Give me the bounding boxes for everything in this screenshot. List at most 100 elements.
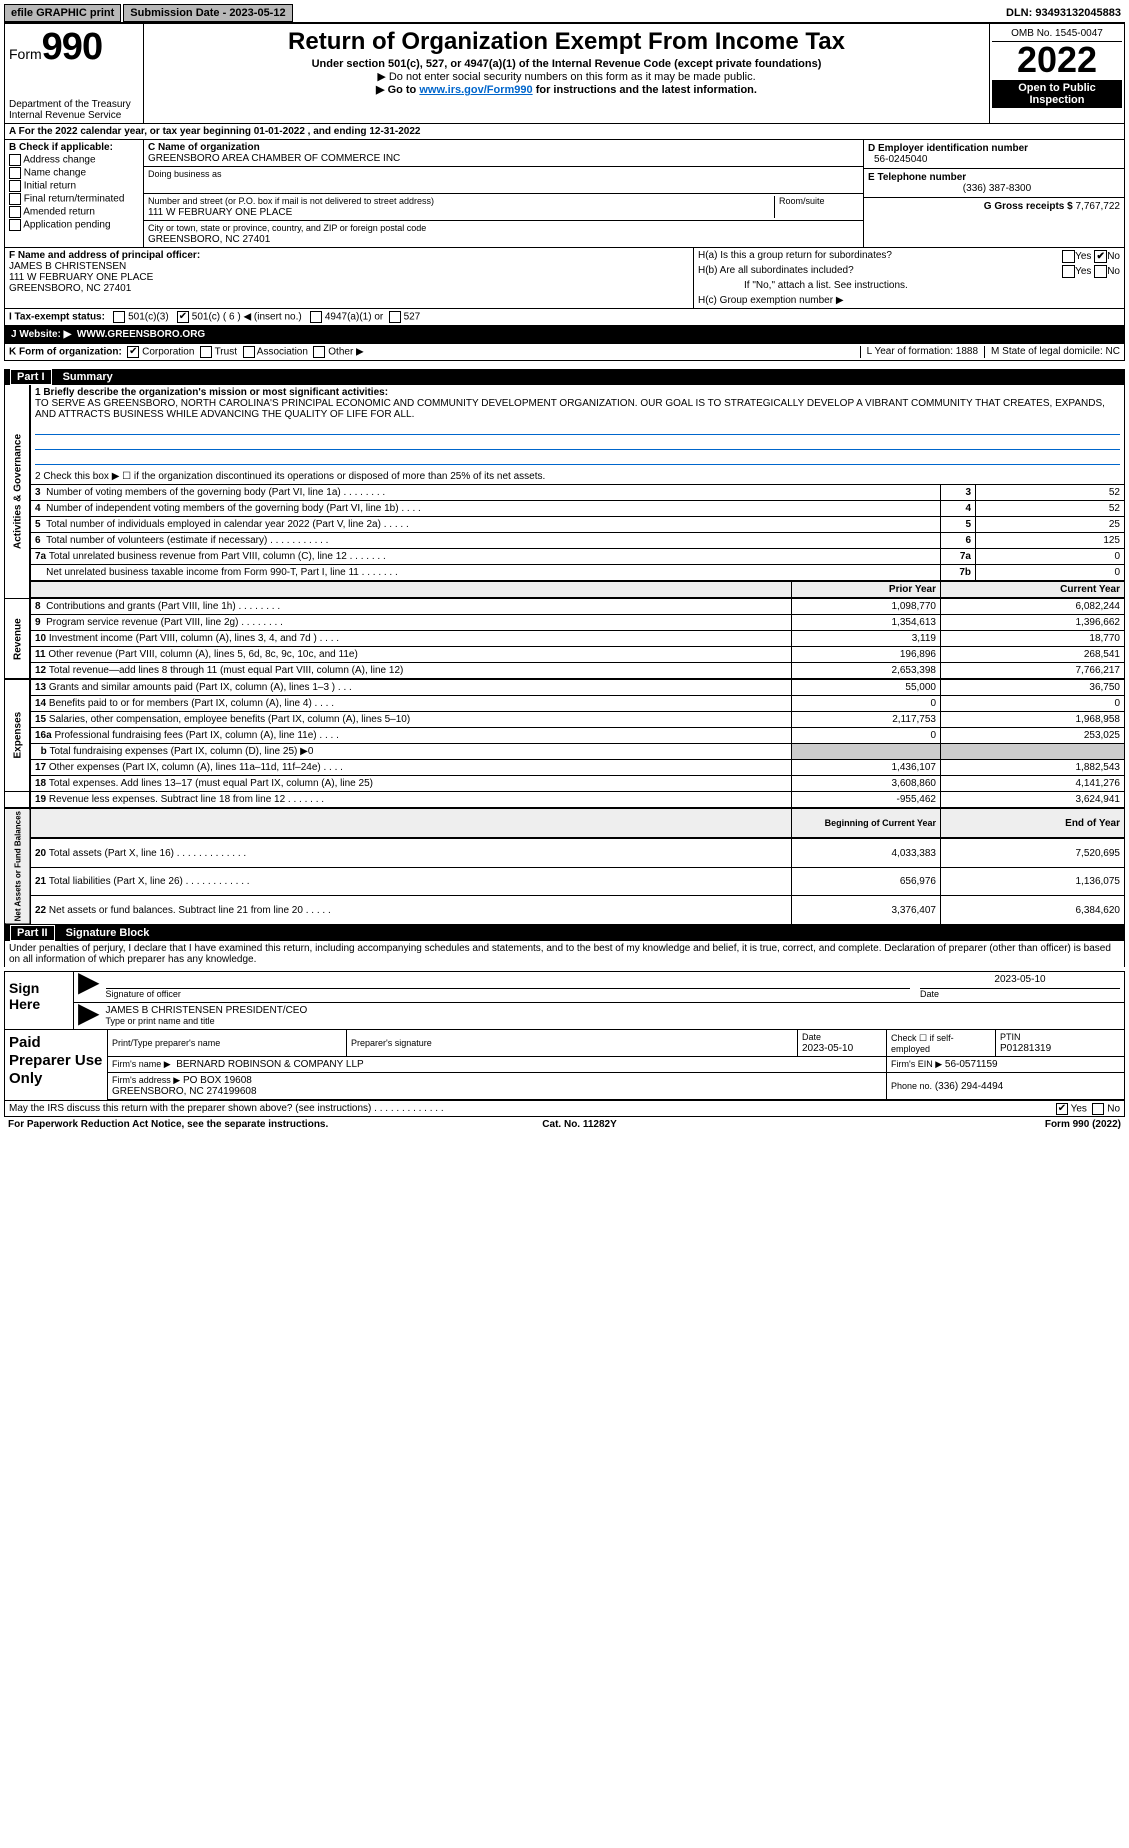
discuss-yesno[interactable]: Yes No	[1056, 1103, 1120, 1115]
gov-row-7b: Net unrelated business taxable income fr…	[5, 565, 1125, 582]
paid-preparer-label: Paid Preparer Use Only	[5, 1030, 108, 1100]
sig-officer-label: Signature of officer	[106, 989, 181, 999]
subtitle-1: Under section 501(c), 527, or 4947(a)(1)…	[150, 58, 983, 70]
dln-value: 93493132045883	[1035, 7, 1121, 19]
sig-date-label: Date	[920, 989, 939, 999]
tax-year: 2022	[992, 42, 1122, 78]
ein-label: D Employer identification number	[868, 143, 1028, 154]
street-address: 111 W FEBRUARY ONE PLACE	[148, 207, 292, 218]
h-b-note: If "No," attach a list. See instructions…	[694, 278, 1124, 293]
mission-text: TO SERVE AS GREENSBORO, NORTH CAROLINA'S…	[35, 398, 1105, 420]
cb-501c3[interactable]	[113, 311, 125, 323]
cb-4947[interactable]	[310, 311, 322, 323]
form-header: Form990 Department of the Treasury Inter…	[4, 24, 1125, 124]
phone-label: E Telephone number	[868, 172, 966, 183]
h-a-yesno[interactable]: Yes ✔No	[1062, 250, 1120, 263]
form-title-box: Return of Organization Exempt From Incom…	[144, 24, 989, 123]
firm-name-label: Firm's name ▶	[112, 1059, 171, 1069]
sign-here-label: Sign Here	[5, 972, 74, 1029]
cb-corp[interactable]	[127, 346, 139, 358]
gov-row-4: 4 Number of independent voting members o…	[5, 501, 1125, 517]
city-label: City or town, state or province, country…	[148, 223, 426, 233]
row-a-period: A For the 2022 calendar year, or tax yea…	[4, 124, 1125, 140]
firm-phone: (336) 294-4494	[935, 1081, 1003, 1092]
phone: (336) 387-8300	[868, 183, 1120, 194]
ptin-label: PTIN	[1000, 1032, 1021, 1042]
cb-501c[interactable]	[177, 311, 189, 323]
gov-row-5: 5 Total number of individuals employed i…	[5, 517, 1125, 533]
form-number: 990	[42, 26, 102, 68]
paperwork-notice: For Paperwork Reduction Act Notice, see …	[8, 1119, 328, 1130]
cb-other[interactable]	[313, 346, 325, 358]
officer-name: JAMES B CHRISTENSEN	[9, 261, 126, 272]
side-governance: Activities & Governance	[5, 385, 31, 598]
subtitle-3: ▶ Go to www.irs.gov/Form990 for instruct…	[150, 83, 983, 96]
firm-ein: 56-0571159	[945, 1059, 998, 1070]
gov-row-6: 6 Total number of volunteers (estimate i…	[5, 533, 1125, 549]
addr-label: Number and street (or P.O. box if mail i…	[148, 196, 434, 206]
h-a-label: H(a) Is this a group return for subordin…	[698, 250, 892, 261]
sub3-post: for instructions and the latest informat…	[533, 84, 757, 96]
page-footer: For Paperwork Reduction Act Notice, see …	[4, 1117, 1125, 1132]
side-expenses: Expenses	[5, 679, 31, 792]
discuss-text: May the IRS discuss this return with the…	[9, 1103, 444, 1114]
cb-name-change[interactable]: Name change	[9, 167, 139, 179]
form-number-box: Form990 Department of the Treasury Inter…	[5, 24, 144, 123]
website-url: WWW.GREENSBORO.ORG	[77, 329, 205, 340]
net-header-row: Net Assets or Fund Balances Beginning of…	[5, 808, 1125, 838]
form-label: Form	[9, 46, 42, 62]
cb-address-change[interactable]: Address change	[9, 154, 139, 166]
prep-date-label: Date	[802, 1032, 821, 1042]
box-b-label: B Check if applicable:	[9, 142, 139, 153]
part2-header: Part II Signature Block	[4, 925, 1125, 941]
subtitle-2: ▶ Do not enter social security numbers o…	[150, 70, 983, 83]
tax-status-row: I Tax-exempt status: 501(c)(3) 501(c) ( …	[4, 309, 1125, 326]
h-b-label: H(b) Are all subordinates included?	[698, 265, 854, 276]
officer-label: F Name and address of principal officer:	[9, 250, 200, 261]
cb-assoc[interactable]	[243, 346, 255, 358]
part1-table: Activities & Governance 1 Briefly descri…	[4, 385, 1125, 925]
sign-here-block: Sign Here ▶ Signature of officer 2023-05…	[4, 971, 1125, 1030]
open-to-public: Open to Public Inspection	[992, 80, 1122, 108]
year-box: OMB No. 1545-0047 2022 Open to Public In…	[989, 24, 1124, 123]
box-f: F Name and address of principal officer:…	[5, 248, 693, 308]
k-l-m-row: K Form of organization: Corporation Trus…	[4, 344, 1125, 361]
firm-ein-label: Firm's EIN ▶	[891, 1059, 942, 1069]
self-employed[interactable]: Check ☐ if self-employed	[887, 1030, 996, 1057]
dln: DLN: 93493132045883	[1002, 5, 1125, 21]
room-label: Room/suite	[779, 196, 825, 206]
org-name-label: C Name of organization	[148, 142, 260, 153]
h-b-yesno[interactable]: Yes No	[1062, 265, 1120, 278]
cb-trust[interactable]	[200, 346, 212, 358]
firm-name: BERNARD ROBINSON & COMPANY LLP	[176, 1059, 363, 1070]
part2-title: Signature Block	[66, 927, 150, 939]
mission-label: 1 Briefly describe the organization's mi…	[35, 387, 388, 398]
rev-header-row: Prior Year Current Year	[5, 581, 1125, 598]
officer-addr2: GREENSBORO, NC 27401	[9, 283, 131, 294]
l-year-formation: L Year of formation: 1888	[860, 346, 985, 358]
ptin: P01281319	[1000, 1043, 1051, 1054]
side-revenue: Revenue	[5, 598, 31, 679]
prep-name-label: Print/Type preparer's name	[112, 1038, 220, 1048]
prep-date: 2023-05-10	[802, 1043, 853, 1054]
part1-num: Part I	[10, 369, 52, 385]
sig-date: 2023-05-10	[920, 974, 1120, 989]
form-footer: Form 990 (2022)	[1045, 1119, 1121, 1130]
paid-preparer-block: Paid Preparer Use Only Print/Type prepar…	[4, 1030, 1125, 1101]
instructions-link[interactable]: www.irs.gov/Form990	[419, 84, 532, 96]
identity-box: B Check if applicable: Address change Na…	[4, 140, 1125, 248]
box-c: C Name of organization GREENSBORO AREA C…	[144, 140, 863, 247]
box-d-e-g: D Employer identification number 56-0245…	[863, 140, 1124, 247]
sub3-pre: ▶ Go to	[376, 84, 419, 96]
arrow-icon: ▶	[78, 1005, 100, 1027]
cb-527[interactable]	[389, 311, 401, 323]
cb-application-pending[interactable]: Application pending	[9, 219, 139, 231]
cb-amended[interactable]: Amended return	[9, 206, 139, 218]
cat-no: Cat. No. 11282Y	[542, 1119, 616, 1130]
part2-num: Part II	[10, 925, 55, 941]
cb-initial-return[interactable]: Initial return	[9, 180, 139, 192]
cb-final-return[interactable]: Final return/terminated	[9, 193, 139, 205]
side-net-assets: Net Assets or Fund Balances	[5, 808, 31, 924]
form-title: Return of Organization Exempt From Incom…	[150, 28, 983, 56]
officer-group-box: F Name and address of principal officer:…	[4, 248, 1125, 309]
